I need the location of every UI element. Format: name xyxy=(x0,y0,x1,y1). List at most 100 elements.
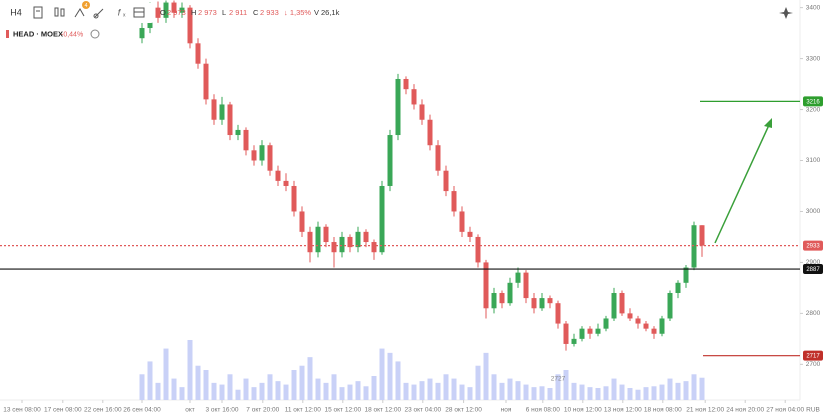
drawing-button[interactable]: 4 xyxy=(74,1,90,18)
x-tick-label: 24 ноя 20:00 xyxy=(726,407,764,414)
svg-text:x: x xyxy=(123,12,126,18)
candle-body xyxy=(219,104,225,120)
y-tick-label: 3300 xyxy=(806,55,821,62)
symbol[interactable]: HEAD · MOEX xyxy=(13,29,63,38)
volume-bar xyxy=(587,387,593,400)
volume-bar xyxy=(491,374,497,400)
x-tick-label: 18 окт 12:00 xyxy=(364,407,401,414)
candle-body xyxy=(579,328,585,339)
volume-bar xyxy=(667,378,673,400)
arrow-annotation xyxy=(714,118,772,244)
volume-bar xyxy=(451,378,457,400)
candle-body xyxy=(611,292,617,319)
toolbar-bg xyxy=(4,3,154,23)
candle-body xyxy=(211,99,217,120)
candle-body xyxy=(179,7,185,13)
volume-bar xyxy=(459,384,465,400)
candle-body xyxy=(291,185,297,212)
candle-body xyxy=(163,2,169,18)
level-label-bg xyxy=(803,350,823,361)
settings-button[interactable] xyxy=(90,29,100,39)
candle-body xyxy=(467,231,473,237)
volume-bar xyxy=(267,374,273,400)
candle-body xyxy=(251,150,257,161)
volume-bar xyxy=(307,357,313,400)
candle-body xyxy=(643,323,649,329)
x-tick-label: 21 ноя 12:00 xyxy=(686,407,724,414)
volume-bar xyxy=(603,386,609,400)
x-tick-label: 26 сен 04:00 xyxy=(123,407,161,414)
candle-body xyxy=(667,292,673,319)
candle-body xyxy=(619,292,625,314)
candle-body xyxy=(235,129,241,136)
volume-bar xyxy=(371,376,377,400)
candle-body xyxy=(139,28,145,39)
volume-bar xyxy=(395,361,401,400)
candle-body xyxy=(387,135,393,186)
candle-body xyxy=(155,7,161,18)
candle-body xyxy=(435,145,441,171)
volume-bar xyxy=(427,378,433,400)
level-label: 3216 xyxy=(806,99,820,105)
compare-button[interactable] xyxy=(54,7,65,17)
badge: 4 xyxy=(84,3,87,9)
y-tick-label: 2800 xyxy=(806,310,821,317)
candle-body xyxy=(355,231,361,248)
candle-body xyxy=(683,267,689,283)
template-button[interactable] xyxy=(133,7,145,18)
candle-body xyxy=(691,225,697,268)
x-tick-label: 17 сен 08:00 xyxy=(44,407,82,414)
interval-button[interactable]: H4 xyxy=(10,7,22,17)
x-tick-label: 10 ноя 12:00 xyxy=(564,407,602,414)
volume-bar xyxy=(443,374,449,400)
candle-body xyxy=(411,89,417,105)
volume-bar xyxy=(531,387,537,400)
volume-bar xyxy=(147,361,153,400)
svg-text:f: f xyxy=(118,7,122,17)
ohlc-value: 2 933 xyxy=(260,8,279,17)
candle-body xyxy=(547,298,553,304)
ohlc-value: 2 911 xyxy=(229,8,247,17)
volume-bar xyxy=(259,382,265,400)
day-change: ↓ 1,35% xyxy=(284,8,311,17)
candle-body xyxy=(555,303,561,324)
candle-body xyxy=(515,272,521,283)
candle-body xyxy=(675,282,681,293)
ai-button[interactable] xyxy=(777,3,797,21)
candle-body xyxy=(395,78,401,136)
volume-bar xyxy=(243,378,249,400)
indicator-button[interactable] xyxy=(33,6,43,19)
brush-button[interactable] xyxy=(93,8,104,19)
candle-body xyxy=(699,225,705,246)
candle-body xyxy=(595,328,601,334)
volume-bar xyxy=(355,381,361,400)
volume-bar xyxy=(619,384,625,400)
candle-body xyxy=(451,191,457,212)
candle-body xyxy=(187,7,193,44)
ohlc-key: O xyxy=(160,8,166,17)
volume-bar xyxy=(379,348,385,400)
x-tick-label: ноя xyxy=(501,407,512,414)
candle-body xyxy=(267,145,273,171)
x-tick-label: 28 окт 12:00 xyxy=(445,407,482,414)
volume-bar xyxy=(211,382,217,400)
volume-bar xyxy=(555,374,561,400)
volume-bar xyxy=(179,387,185,400)
symbol-change: -0,44% xyxy=(61,31,83,38)
volume-bar xyxy=(563,370,569,400)
volume-bar xyxy=(515,381,521,400)
low-marker: 2727 xyxy=(551,375,566,382)
x-tick-label: 15 окт 12:00 xyxy=(324,407,361,414)
volume-value: 26,1k xyxy=(321,8,340,17)
candle-body xyxy=(563,323,569,344)
ohlc-value: 2 973 xyxy=(167,8,186,17)
volume-bar xyxy=(155,382,161,400)
candle-body xyxy=(651,328,657,334)
volume-bar xyxy=(331,374,337,400)
candle-body xyxy=(491,292,497,309)
candle-body xyxy=(523,272,529,299)
level-label-bg xyxy=(803,264,823,275)
